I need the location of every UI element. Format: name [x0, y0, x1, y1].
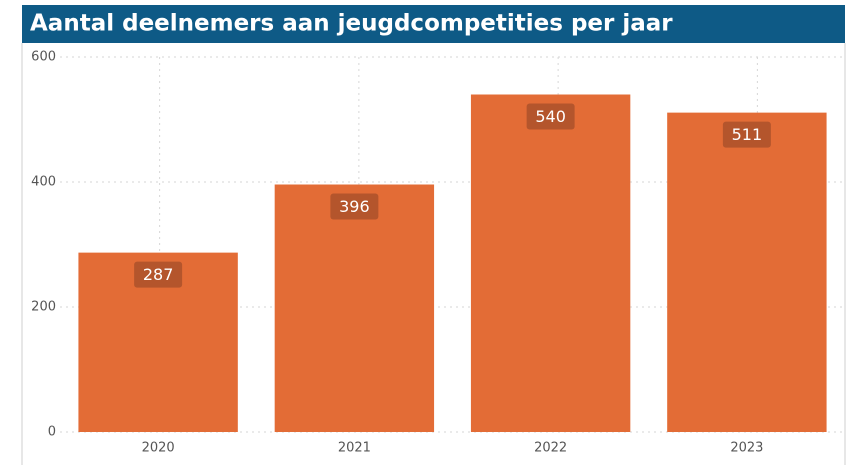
bar: [274, 184, 435, 432]
y-tick-label: 200: [31, 300, 56, 315]
value-label: 396: [339, 197, 370, 216]
value-label-box: [330, 193, 379, 220]
value-label-box: [526, 103, 575, 130]
x-tick-label: 2022: [534, 441, 567, 456]
bar: [470, 94, 631, 432]
bar: [667, 112, 827, 432]
y-tick-label: 600: [31, 50, 56, 65]
chart-title: Aantal deelnemers aan jeugdcompetities p…: [30, 11, 673, 37]
value-label: 511: [732, 125, 763, 144]
value-label-box: [134, 261, 183, 288]
value-label: 540: [535, 107, 566, 126]
value-label: 287: [143, 265, 174, 284]
y-tick-label: 0: [48, 425, 56, 440]
x-tick-label: 2023: [730, 441, 763, 456]
title-bar: [22, 5, 845, 43]
x-tick-label: 2020: [142, 441, 175, 456]
x-tick-label: 2021: [338, 441, 371, 456]
y-tick-label: 400: [31, 175, 56, 190]
value-label-box: [722, 121, 771, 148]
